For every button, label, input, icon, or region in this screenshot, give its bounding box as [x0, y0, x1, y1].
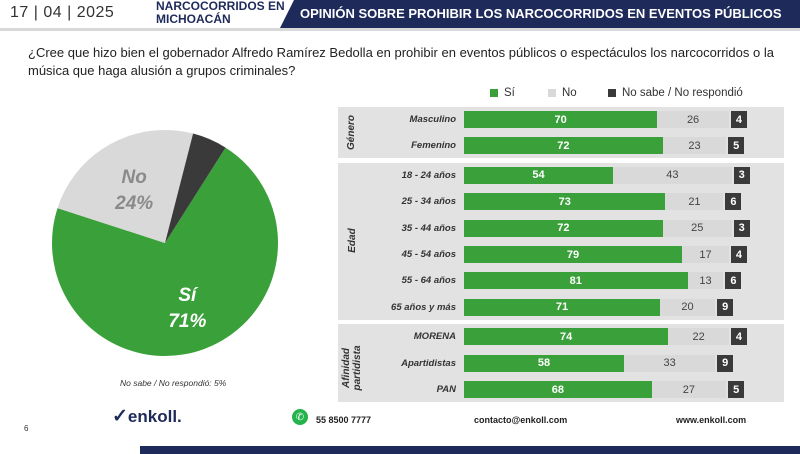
bar-segment-ns: 4	[730, 111, 747, 128]
group-label: Afinidad partidista	[340, 345, 363, 391]
title-band	[280, 0, 800, 28]
bar-segment-yes: 73	[464, 193, 666, 211]
pie-slice-label: Sí	[178, 285, 199, 306]
pie-slice	[57, 130, 194, 243]
bar-segment-no: 43	[613, 166, 732, 184]
row-label: Masculino	[409, 114, 456, 125]
row-label: MORENA	[413, 331, 456, 343]
pie-slice	[165, 133, 226, 243]
group-panel	[338, 162, 784, 320]
pie-slice-value: 24%	[114, 193, 153, 214]
bar-segment-ns: 4	[730, 246, 747, 263]
row-label: 35 - 44 años	[401, 222, 456, 234]
topic-label: NARCOCORRIDOS EN MICHOACÁN	[140, 0, 290, 28]
report-date: 17 | 04 | 2025	[10, 4, 115, 21]
pie-chart: Sí 71% No 24%	[51, 130, 278, 356]
bar-segment-no: 23	[662, 137, 727, 155]
group-label: Edad	[346, 228, 358, 254]
legend-swatch	[608, 89, 616, 97]
bar-segment-yes: 72	[464, 219, 663, 237]
legend-item: Sí	[490, 87, 515, 99]
row-label: 65 años y más	[391, 301, 456, 313]
legend-swatch	[490, 89, 498, 97]
row-label: PAN	[436, 384, 456, 395]
bar-segment-ns: 4	[730, 328, 747, 346]
bar-segment-ns: 3	[733, 219, 750, 237]
legend-item: No	[548, 87, 577, 99]
bar-segment-ns: 5	[728, 137, 745, 155]
whatsapp-icon: ✆	[292, 409, 308, 425]
bar-segment-ns: 9	[717, 354, 734, 372]
bar-segment-no: 20	[659, 298, 716, 316]
pie-slice	[51, 147, 278, 356]
bar-segment-no: 13	[687, 272, 724, 290]
logo-text: enkoll.	[127, 407, 182, 426]
bar-segment-no: 25	[662, 219, 732, 237]
bar-segment-no: 22	[668, 328, 729, 346]
legend-item: No sabe / No respondió	[608, 87, 743, 99]
logo-mark-icon: ✓	[112, 406, 128, 427]
bar-segment-no: 33	[624, 354, 716, 372]
page-title: OPINIÓN SOBRE PROHIBIR LOS NARCOCORRIDOS…	[300, 6, 782, 21]
bar-segment-yes: 81	[464, 272, 688, 290]
bottom-band	[140, 446, 800, 454]
legend-swatch	[548, 89, 556, 97]
bar-segment-yes: 54	[464, 166, 614, 184]
bar-segment-no: 17	[682, 246, 729, 263]
row-label: 55 - 64 años	[401, 275, 456, 287]
brand-logo: ✓enkoll.	[112, 405, 182, 428]
pie-slice-value: 71%	[168, 311, 206, 332]
bar-segment-ns: 6	[725, 193, 742, 211]
row-label: 25 - 34 años	[401, 196, 456, 208]
contact-email[interactable]: contacto@enkoll.com	[474, 415, 568, 425]
bar-segment-no: 27	[651, 381, 727, 398]
bar-segment-ns: 5	[728, 381, 745, 398]
row-label: Apartidistas	[401, 357, 456, 369]
page-number: 6	[24, 424, 29, 433]
survey-question: ¿Cree que hizo bien el gobernador Alfred…	[28, 45, 774, 78]
bar-segment-yes: 74	[464, 328, 669, 346]
pie-note: No sabe / No respondió: 5%	[120, 378, 227, 388]
bar-segment-no: 26	[657, 111, 729, 128]
bar-segment-yes: 79	[464, 246, 683, 263]
bar-segment-ns: 3	[733, 166, 750, 184]
contact-website[interactable]: www.enkoll.com	[676, 415, 747, 425]
contact-phone[interactable]: 55 8500 7777	[316, 415, 372, 425]
row-label: Femenino	[411, 140, 456, 152]
title-separator	[0, 28, 800, 31]
legend-label: No sabe / No respondió	[622, 87, 743, 99]
bar-segment-ns: 9	[717, 298, 734, 316]
bar-segment-yes: 68	[464, 381, 652, 398]
legend-label: Sí	[504, 87, 515, 99]
bar-segment-ns: 6	[725, 272, 742, 290]
group-label: Género	[346, 114, 358, 150]
legend-label: No	[562, 87, 577, 99]
row-label: 45 - 54 años	[401, 249, 456, 260]
pie-slice-label: No	[122, 167, 147, 188]
row-label: 18 - 24 años	[401, 169, 456, 181]
bar-segment-no: 21	[665, 193, 724, 211]
bar-segment-yes: 58	[464, 354, 625, 372]
bar-segment-yes: 71	[464, 298, 660, 316]
bar-segment-yes: 72	[464, 137, 663, 155]
bar-segment-yes: 70	[464, 111, 658, 128]
